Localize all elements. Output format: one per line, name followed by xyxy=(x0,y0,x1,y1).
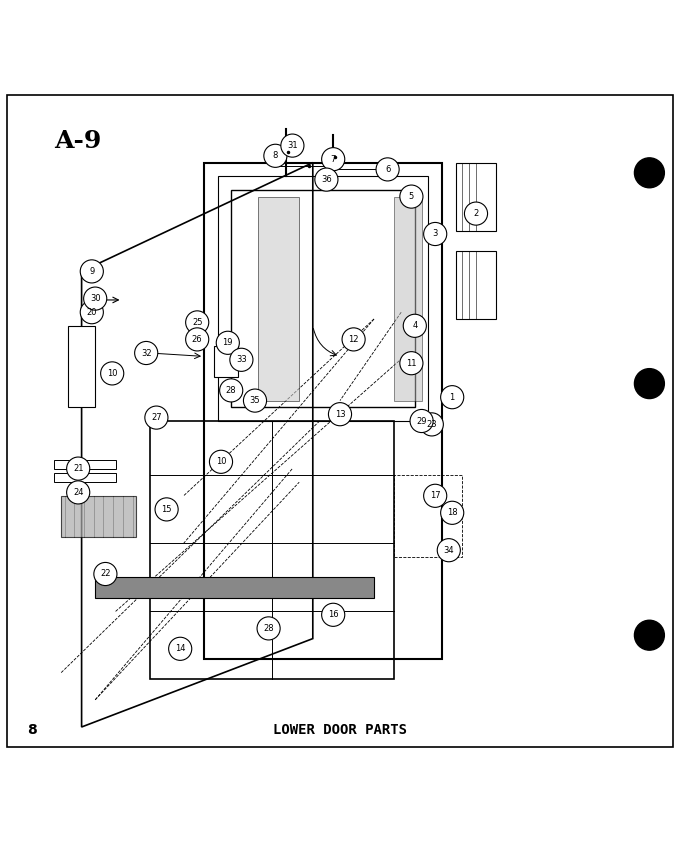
Text: 4: 4 xyxy=(412,322,418,330)
Text: 22: 22 xyxy=(100,569,111,578)
Text: 15: 15 xyxy=(161,505,172,514)
Circle shape xyxy=(315,168,338,191)
Circle shape xyxy=(145,406,168,429)
Polygon shape xyxy=(394,196,422,401)
Bar xyxy=(456,163,496,231)
Circle shape xyxy=(410,409,433,433)
Circle shape xyxy=(186,328,209,351)
Text: A-9: A-9 xyxy=(54,129,102,152)
Circle shape xyxy=(80,301,103,324)
Text: 27: 27 xyxy=(151,413,162,422)
Text: 31: 31 xyxy=(287,141,298,150)
Circle shape xyxy=(403,314,426,338)
Circle shape xyxy=(322,603,345,626)
Text: 12: 12 xyxy=(348,335,359,344)
Circle shape xyxy=(441,501,464,525)
Circle shape xyxy=(67,457,90,480)
Text: 30: 30 xyxy=(90,294,101,303)
Text: 26: 26 xyxy=(192,335,203,344)
Circle shape xyxy=(94,562,117,585)
Circle shape xyxy=(257,617,280,640)
Circle shape xyxy=(424,222,447,246)
Bar xyxy=(54,460,116,469)
Text: 6: 6 xyxy=(385,165,390,174)
Text: 18: 18 xyxy=(447,509,458,517)
Circle shape xyxy=(281,134,304,157)
Text: 2: 2 xyxy=(473,209,479,218)
Circle shape xyxy=(376,157,399,181)
Text: 23: 23 xyxy=(426,420,437,429)
Circle shape xyxy=(80,260,103,283)
Circle shape xyxy=(186,311,209,334)
Circle shape xyxy=(400,185,423,208)
Text: LOWER DOOR PARTS: LOWER DOOR PARTS xyxy=(273,723,407,738)
Bar xyxy=(54,473,116,482)
Text: 29: 29 xyxy=(416,417,427,425)
Circle shape xyxy=(101,362,124,385)
Text: 36: 36 xyxy=(321,175,332,184)
Circle shape xyxy=(216,331,239,354)
Text: 10: 10 xyxy=(107,369,118,378)
Circle shape xyxy=(135,342,158,365)
Text: 20: 20 xyxy=(86,307,97,317)
Text: 28: 28 xyxy=(226,386,237,395)
Text: 16: 16 xyxy=(328,610,339,620)
Text: 5: 5 xyxy=(409,192,414,201)
Text: 9: 9 xyxy=(89,267,95,276)
Circle shape xyxy=(209,450,233,473)
Text: 13: 13 xyxy=(335,410,345,418)
Circle shape xyxy=(264,144,287,168)
Circle shape xyxy=(634,369,664,398)
Circle shape xyxy=(84,287,107,310)
Circle shape xyxy=(322,147,345,171)
Circle shape xyxy=(220,379,243,402)
Circle shape xyxy=(420,413,443,436)
Circle shape xyxy=(169,637,192,660)
Text: 25: 25 xyxy=(192,318,203,327)
Bar xyxy=(394,476,462,557)
Text: 1: 1 xyxy=(449,392,455,402)
Bar xyxy=(214,346,238,377)
Circle shape xyxy=(634,621,664,650)
Polygon shape xyxy=(61,496,136,536)
Polygon shape xyxy=(258,196,299,401)
Circle shape xyxy=(634,157,664,188)
Text: 32: 32 xyxy=(141,349,152,358)
Circle shape xyxy=(464,202,488,225)
Text: 35: 35 xyxy=(250,396,260,405)
Text: 3: 3 xyxy=(432,230,438,238)
Text: 21: 21 xyxy=(73,464,84,473)
Text: 33: 33 xyxy=(236,355,247,365)
Text: 28: 28 xyxy=(263,624,274,633)
Text: 14: 14 xyxy=(175,644,186,653)
Circle shape xyxy=(67,481,90,504)
Text: 19: 19 xyxy=(222,338,233,347)
Text: 10: 10 xyxy=(216,457,226,466)
Circle shape xyxy=(424,484,447,508)
Text: 7: 7 xyxy=(330,155,336,163)
Circle shape xyxy=(155,498,178,521)
Text: 8: 8 xyxy=(273,152,278,160)
Text: 17: 17 xyxy=(430,491,441,500)
Text: 8: 8 xyxy=(27,723,37,738)
Text: 24: 24 xyxy=(73,488,84,497)
Circle shape xyxy=(400,352,423,375)
Circle shape xyxy=(230,349,253,371)
Circle shape xyxy=(243,389,267,413)
Circle shape xyxy=(437,539,460,562)
Bar xyxy=(68,326,95,408)
Text: 34: 34 xyxy=(443,546,454,555)
Circle shape xyxy=(328,402,352,426)
Polygon shape xyxy=(95,578,374,598)
Circle shape xyxy=(342,328,365,351)
Circle shape xyxy=(441,386,464,408)
Bar xyxy=(456,251,496,319)
Text: 11: 11 xyxy=(406,359,417,368)
